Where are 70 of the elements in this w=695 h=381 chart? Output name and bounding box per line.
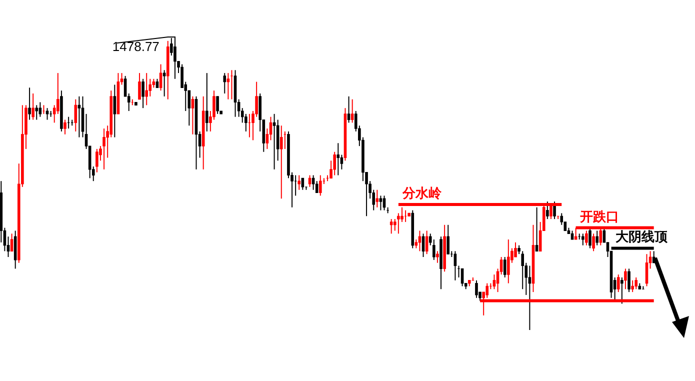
- candlestick: [390, 218, 393, 234]
- candlestick: [379, 195, 382, 211]
- candlestick: [102, 128, 106, 170]
- candlestick: [230, 70, 234, 100]
- candlestick: [553, 201, 556, 220]
- candlestick: [159, 64, 162, 92]
- candlestick: [620, 276, 624, 304]
- candlestick: [32, 92, 34, 120]
- candlestick: [145, 72, 148, 106]
- candlestick: [162, 70, 166, 97]
- candlestick: [492, 274, 496, 290]
- candlestick: [336, 142, 340, 176]
- candlestick: [546, 201, 549, 220]
- candlestick: [226, 72, 230, 100]
- candlestick: [528, 265, 532, 330]
- candlestick: [298, 174, 301, 190]
- candlestick: [418, 230, 422, 252]
- candlestick: [14, 230, 17, 270]
- candlestick: [142, 78, 144, 109]
- candlestick: [503, 256, 506, 278]
- candlestick: [205, 72, 208, 132]
- candlestick: [350, 98, 354, 124]
- candlestick: [645, 254, 648, 287]
- candlestick: [588, 227, 592, 249]
- candlestick: [35, 104, 38, 120]
- candlestick: [312, 174, 315, 190]
- series-label: 开跌口: [578, 210, 619, 225]
- candlestick: [535, 206, 538, 252]
- candlestick: [301, 178, 304, 190]
- candlestick: [74, 98, 78, 132]
- candlestick: [216, 96, 219, 114]
- candlestick: [64, 119, 66, 135]
- candlestick: [38, 102, 42, 118]
- candlestick: [308, 174, 312, 188]
- candlestick: [436, 250, 439, 264]
- candlestick: [634, 276, 638, 290]
- candlestick: [191, 96, 194, 135]
- candlestick: [422, 233, 425, 258]
- candlestick: [347, 96, 350, 124]
- candlestick: [340, 154, 344, 170]
- candlestick: [46, 108, 49, 120]
- annotation: 1478.77: [112, 39, 160, 54]
- candlestick: [507, 238, 510, 284]
- candlestick: [425, 230, 428, 255]
- candlestick: [628, 268, 630, 293]
- candlestick: [272, 113, 276, 170]
- candlestick: [475, 280, 478, 298]
- candlestick: [582, 233, 584, 246]
- candlestick: [280, 125, 283, 200]
- candlestick: [28, 87, 31, 120]
- candlestick: [446, 224, 450, 255]
- candlestick: [592, 233, 595, 252]
- series-label: 分水岭: [401, 186, 442, 202]
- candlestick: [596, 230, 598, 246]
- series-label: 大阴线顶: [615, 230, 668, 246]
- candlestick: [138, 72, 141, 100]
- candlestick: [10, 233, 14, 252]
- candlestick: [78, 96, 81, 138]
- candlestick: [42, 104, 46, 114]
- candlestick: [624, 268, 627, 290]
- candlestick: [616, 274, 620, 293]
- candlestick: [376, 189, 379, 208]
- candlestick: [81, 96, 84, 138]
- candlestick: [333, 151, 336, 176]
- candlestick: [113, 84, 116, 138]
- candlestick: [319, 174, 322, 196]
- candlestick: [223, 72, 226, 94]
- candlestick: [96, 148, 98, 173]
- candlestick: [631, 280, 634, 293]
- candlestick: [397, 212, 400, 234]
